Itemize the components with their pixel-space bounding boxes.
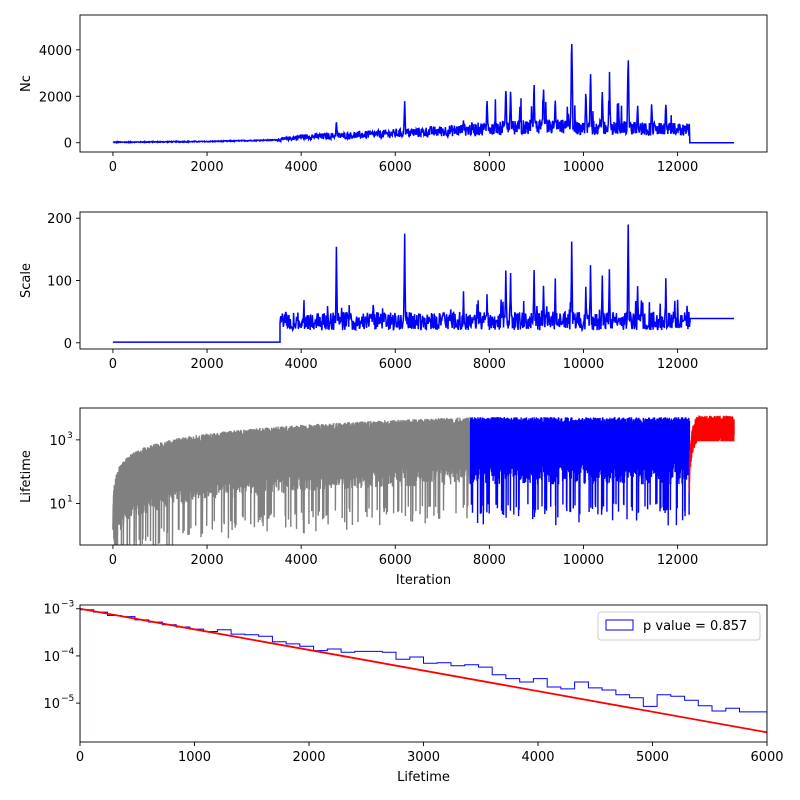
x-tick-label: 6000 <box>379 160 412 175</box>
y-tick-exponent: −3 <box>61 600 74 610</box>
x-tick-label: 2000 <box>292 750 325 765</box>
y-tick-exponent: −4 <box>61 647 75 657</box>
axes-frame <box>79 14 768 153</box>
plot-area-2 <box>112 224 735 343</box>
x-tick-label: 6000 <box>379 357 412 372</box>
y-tick-exponent: 1 <box>67 495 73 505</box>
x-tick-label: 4000 <box>285 553 318 568</box>
x-tick-label: 12000 <box>657 160 698 175</box>
plot-area-4 <box>80 607 767 742</box>
legend: p value = 0.857 <box>597 611 761 641</box>
x-tick-label: 10000 <box>563 160 604 175</box>
x-tick-label: 0 <box>109 357 117 372</box>
x-tick-label: 10000 <box>563 357 604 372</box>
series-scale-line <box>112 224 735 343</box>
fit-line <box>80 607 767 734</box>
plot-area-3 <box>112 415 735 545</box>
y-tick-label: 0 <box>64 337 72 352</box>
x-tick-label: 12000 <box>657 553 698 568</box>
x-tick-label: 0 <box>109 160 117 175</box>
plot-area-1 <box>112 43 735 145</box>
legend-swatch <box>605 619 634 631</box>
x-tick-label: 4000 <box>521 750 554 765</box>
y-tick-label: 100 <box>47 275 72 290</box>
x-axis-label: Lifetime <box>397 770 450 785</box>
x-tick-label: 2000 <box>191 553 224 568</box>
y-tick-label: 2000 <box>39 90 72 105</box>
x-tick-label: 4000 <box>285 160 318 175</box>
x-tick-label: 3000 <box>407 750 440 765</box>
x-tick-label: 2000 <box>191 160 224 175</box>
y-axis-label: Lifetime <box>19 450 34 503</box>
y-tick-label: 10 <box>43 650 60 665</box>
y-tick-label: 4000 <box>39 44 72 59</box>
x-tick-label: 6000 <box>379 553 412 568</box>
y-axis-label: Nc <box>19 75 34 92</box>
x-tick-label: 6000 <box>750 750 783 765</box>
x-axis-label: Iteration <box>396 573 451 588</box>
x-tick-label: 8000 <box>473 160 506 175</box>
x-tick-label: 2000 <box>191 357 224 372</box>
panel-2: 0 2000 4000 6000 8000 10000 12000 0 100 200 Scale <box>19 211 768 372</box>
y-tick-label: 0 <box>64 137 72 152</box>
y-tick-label: 10 <box>49 498 66 513</box>
x-tick-label: 8000 <box>473 357 506 372</box>
y-tick-label: 10 <box>43 697 60 712</box>
axes-frame <box>79 211 768 350</box>
y-axis-label: Scale <box>19 263 34 298</box>
x-tick-label: 5000 <box>636 750 669 765</box>
x-tick-label: 0 <box>109 553 117 568</box>
y-tick-label: 10 <box>49 434 66 449</box>
x-tick-label: 10000 <box>563 553 604 568</box>
x-tick-label: 0 <box>76 750 84 765</box>
x-tick-label: 8000 <box>473 553 506 568</box>
series-lifetime-gray <box>112 417 472 545</box>
legend-label: p value = 0.857 <box>643 619 747 634</box>
series-lifetime-red <box>688 415 735 493</box>
x-tick-label: 12000 <box>657 357 698 372</box>
y-tick-label: 200 <box>47 212 72 227</box>
axes-frame <box>79 407 768 546</box>
y-tick-exponent: −5 <box>61 694 74 704</box>
y-tick-exponent: 3 <box>67 431 73 441</box>
y-tick-label: 10 <box>43 603 60 618</box>
legend-box <box>597 611 761 641</box>
x-tick-label: 1000 <box>178 750 211 765</box>
series-lifetime-blue <box>469 417 691 526</box>
panel-1: 0 2000 4000 6000 8000 10000 12000 0 2000 4000 Nc <box>19 14 768 175</box>
series-nc-line <box>112 43 735 145</box>
x-tick-label: 4000 <box>285 357 318 372</box>
axes-frame <box>79 604 768 743</box>
